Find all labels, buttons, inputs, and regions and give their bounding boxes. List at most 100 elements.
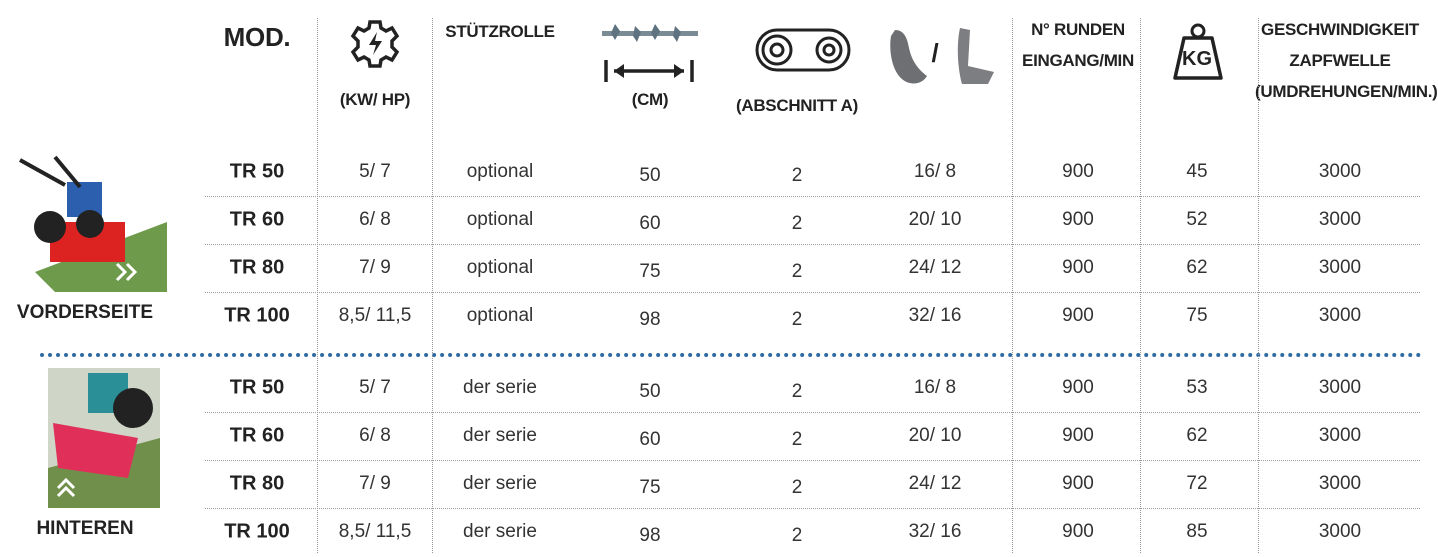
row-divider [205,244,1420,245]
cell-value: 72 [1186,473,1207,495]
column-header: N° RUNDEN EINGANG/MIN [1011,14,1146,76]
column-divider [1140,18,1141,553]
model-name: TR 80 [230,257,284,280]
cell-value: 2 [792,477,803,499]
cell-value: 900 [1062,425,1094,447]
cell-value: 900 [1062,521,1094,543]
column-header: (ABSCHNITT A) [722,90,872,121]
row-divider [205,412,1420,413]
cell-value: 900 [1062,377,1094,399]
cell-value: 3000 [1319,305,1361,327]
cell-value: 85 [1186,521,1207,543]
cell-value: 24/ 12 [909,257,962,279]
column-header: STÜTZROLLE [435,16,565,47]
column-header: (CM) [610,84,690,115]
cell-value: 3000 [1319,161,1361,183]
model-name: TR 100 [224,305,290,328]
cell-value: 98 [639,309,660,331]
model-name: TR 80 [230,473,284,496]
cell-value: der serie [463,377,537,399]
cell-value: 98 [639,525,660,547]
front-mower-image [15,152,167,292]
model-name: TR 100 [224,521,290,544]
group-label: HINTEREN [36,518,133,540]
cell-value: 3000 [1319,377,1361,399]
column-header: (KW/ HP) [320,84,430,115]
column-divider [432,18,433,553]
cell-value: 50 [639,381,660,403]
cell-value: 52 [1186,209,1207,231]
row-divider [205,292,1420,293]
cell-value: 2 [792,381,803,403]
cell-value: 5/ 7 [359,377,391,399]
power-icon [350,18,400,68]
cell-value: 900 [1062,473,1094,495]
cell-value: 2 [792,525,803,547]
cell-value: 75 [639,477,660,499]
column-header: KG [1177,44,1217,75]
cell-value: 7/ 9 [359,257,391,279]
cell-value: 60 [639,213,660,235]
cell-value: 20/ 10 [909,209,962,231]
column-divider [1012,18,1013,553]
cell-value: 20/ 10 [909,425,962,447]
row-divider [205,196,1420,197]
cell-value: 75 [1186,305,1207,327]
cell-value: 50 [639,165,660,187]
cell-value: 5/ 7 [359,161,391,183]
cell-value: 45 [1186,161,1207,183]
row-divider [205,460,1420,461]
rotor-icon [600,22,700,92]
model-name: TR 60 [230,425,284,448]
cell-value: 7/ 9 [359,473,391,495]
cell-value: 16/ 8 [914,377,956,399]
row-divider [205,508,1420,509]
column-header: GESCHWINDIGKEIT ZAPFWELLE (UMDREHUNGEN/M… [1255,14,1425,107]
model-name: TR 60 [230,209,284,232]
cell-value: 16/ 8 [914,161,956,183]
cell-value: 75 [639,261,660,283]
column-header: / [925,38,945,69]
column-header: MOD. [217,22,297,53]
cell-value: optional [467,305,534,327]
blade-icon [885,28,930,88]
cell-value: 32/ 16 [909,305,962,327]
column-divider [1258,18,1259,553]
cell-value: 6/ 8 [359,425,391,447]
cell-value: 24/ 12 [909,473,962,495]
cell-value: 2 [792,165,803,187]
rear-mower-image [48,368,160,508]
column-divider [317,18,318,553]
group-separator [40,353,1422,357]
cell-value: der serie [463,425,537,447]
cell-value: 900 [1062,209,1094,231]
cell-value: 53 [1186,377,1207,399]
group-label: VORDERSEITE [17,302,153,324]
cell-value: 2 [792,429,803,451]
cell-value: 3000 [1319,473,1361,495]
model-name: TR 50 [230,377,284,400]
belt-icon [752,26,852,76]
cell-value: 2 [792,213,803,235]
cell-value: 900 [1062,161,1094,183]
spec-table: MOD. (KW/ HP) STÜTZROLLE (CM) (ABSCHNITT A) /… [0,0,1438,557]
cell-value: 60 [639,429,660,451]
cell-value: 2 [792,309,803,331]
blade-icon [952,26,997,88]
cell-value: 62 [1186,257,1207,279]
cell-value: 8,5/ 11,5 [339,521,412,543]
cell-value: optional [467,257,534,279]
cell-value: 900 [1062,257,1094,279]
cell-value: 3000 [1319,521,1361,543]
cell-value: 3000 [1319,257,1361,279]
cell-value: 62 [1186,425,1207,447]
cell-value: 8,5/ 11,5 [339,305,412,327]
cell-value: der serie [463,521,537,543]
cell-value: 3000 [1319,425,1361,447]
cell-value: 3000 [1319,209,1361,231]
cell-value: 6/ 8 [359,209,391,231]
model-name: TR 50 [230,161,284,184]
cell-value: optional [467,161,534,183]
cell-value: 900 [1062,305,1094,327]
cell-value: 32/ 16 [909,521,962,543]
